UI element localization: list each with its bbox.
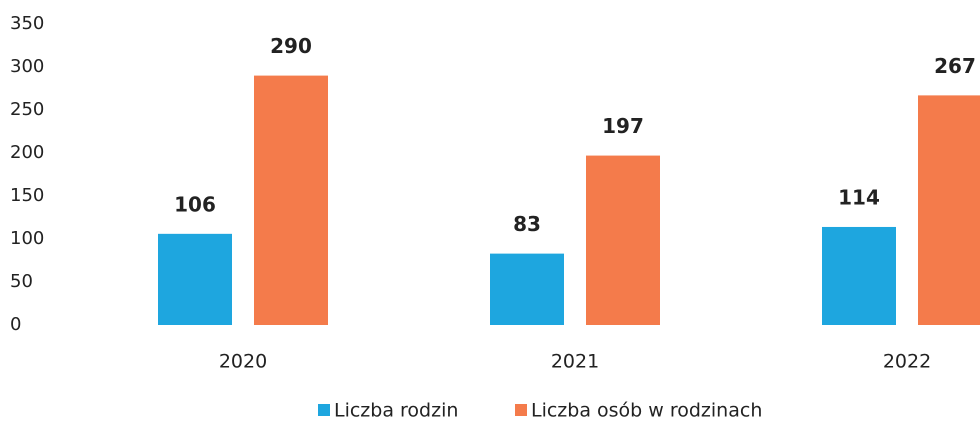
data-label: 290	[270, 34, 312, 58]
y-tick-label: 0	[10, 314, 21, 335]
y-tick-label: 200	[10, 142, 44, 163]
y-tick-label: 150	[10, 185, 44, 206]
data-label: 114	[838, 185, 880, 209]
legend-swatch	[318, 404, 330, 416]
x-tick-label: 2021	[551, 351, 599, 373]
bar	[254, 75, 328, 325]
bar	[158, 233, 232, 325]
bar	[822, 226, 896, 325]
y-tick-label: 350	[10, 13, 44, 34]
legend-swatch	[515, 404, 527, 416]
x-tick-label: 2020	[219, 351, 267, 373]
x-tick-label: 2022	[883, 351, 931, 373]
bar	[586, 155, 660, 325]
y-tick-label: 250	[10, 99, 44, 120]
y-tick-label: 50	[10, 271, 33, 292]
y-tick-label: 100	[10, 228, 44, 249]
bar	[918, 95, 980, 325]
legend-label: Liczba rodzin	[334, 400, 458, 422]
data-label: 106	[174, 192, 216, 216]
bar	[490, 253, 564, 325]
data-label: 197	[602, 114, 644, 138]
legend-label: Liczba osób w rodzinach	[531, 400, 762, 422]
data-label: 267	[934, 54, 976, 78]
y-tick-label: 300	[10, 56, 44, 77]
data-label: 83	[513, 212, 541, 236]
